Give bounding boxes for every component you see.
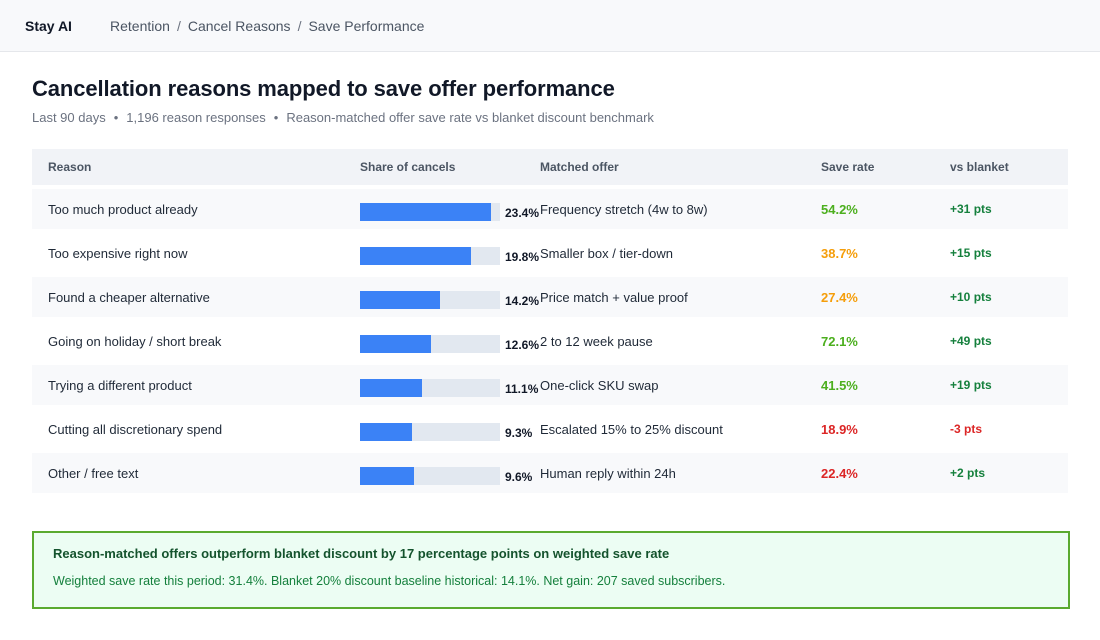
share-cell: 9.3% <box>360 417 540 441</box>
offer-cell: Frequency stretch (4w to 8w) <box>540 201 708 217</box>
table-row[interactable]: Too expensive right now 19.8% Smaller box … <box>32 233 1068 273</box>
share-bar-track <box>360 379 500 397</box>
share-bar-track <box>360 247 500 265</box>
offer-cell: Human reply within 24h <box>540 465 676 481</box>
callout-title: Reason-matched offers outperform blanket… <box>53 546 670 561</box>
vs-blanket-cell: -3 pts <box>950 422 983 436</box>
table-row[interactable]: Other / free text 9.6% Human reply within … <box>32 453 1068 493</box>
share-cell: 12.6% <box>360 329 540 353</box>
breadcrumb-item-retention[interactable]: Retention <box>110 17 170 34</box>
breadcrumb-separator: / <box>297 17 302 34</box>
share-cell: 11.1% <box>360 373 540 397</box>
table-row[interactable]: Trying a different product 11.1% One-click… <box>32 365 1068 405</box>
column-header-save-rate[interactable]: Save rate <box>821 160 875 174</box>
table-row[interactable]: Going on holiday / short break 12.6% 2 to … <box>32 321 1068 361</box>
offer-cell: Smaller box / tier-down <box>540 245 673 261</box>
reason-cell: Too expensive right now <box>48 245 188 261</box>
table-header: Reason Share of cancels Matched offer Sa… <box>32 149 1068 185</box>
subtitle-period: Last 90 days <box>32 110 106 125</box>
save-rate-cell: 72.1% <box>821 333 858 349</box>
offer-cell: 2 to 12 week pause <box>540 333 653 349</box>
share-value: 19.8% <box>505 249 540 264</box>
share-bar-track <box>360 203 500 221</box>
save-rate-cell: 18.9% <box>821 421 858 437</box>
offer-cell: Escalated 15% to 25% discount <box>540 421 723 437</box>
share-bar-fill <box>360 467 414 485</box>
table-row[interactable]: Found a cheaper alternative 14.2% Price ma… <box>32 277 1068 317</box>
reason-cell: Going on holiday / short break <box>48 333 222 349</box>
page-title: Cancellation reasons mapped to save offe… <box>32 76 615 101</box>
share-bar-fill <box>360 203 492 221</box>
save-rate-cell: 38.7% <box>821 245 858 261</box>
column-header-share[interactable]: Share of cancels <box>360 160 456 174</box>
vs-blanket-cell: +15 pts <box>950 246 992 260</box>
subtitle-responses: 1,196 reason responses <box>126 110 266 125</box>
breadcrumb-item-save-performance: Save Performance <box>308 17 425 34</box>
share-cell: 23.4% <box>360 197 540 221</box>
share-bar-track <box>360 467 500 485</box>
vs-blanket-cell: +19 pts <box>950 378 992 392</box>
save-rate-cell: 41.5% <box>821 377 858 393</box>
share-value: 23.4% <box>505 205 540 220</box>
reason-cell: Other / free text <box>48 465 139 481</box>
table-row[interactable]: Too much product already 23.4% Frequency s… <box>32 189 1068 229</box>
table-row[interactable]: Cutting all discretionary spend 9.3% Escal… <box>32 409 1068 449</box>
reason-cell: Trying a different product <box>48 377 192 393</box>
subtitle-dot: • <box>273 110 279 125</box>
vs-blanket-cell: +49 pts <box>950 334 992 348</box>
share-cell: 9.6% <box>360 461 540 485</box>
save-rate-cell: 27.4% <box>821 289 858 305</box>
share-value: 9.6% <box>505 469 533 484</box>
share-value: 12.6% <box>505 337 540 352</box>
share-bar-fill <box>360 247 471 265</box>
column-header-offer[interactable]: Matched offer <box>540 160 619 174</box>
share-bar-fill <box>360 379 423 397</box>
subtitle-benchmark: Reason-matched offer save rate vs blanke… <box>286 110 654 125</box>
column-header-vs-blanket[interactable]: vs blanket <box>950 160 1009 174</box>
share-value: 14.2% <box>505 293 540 308</box>
breadcrumb-item-cancel-reasons[interactable]: Cancel Reasons <box>187 17 291 34</box>
share-bar-track <box>360 291 500 309</box>
share-bar-fill <box>360 423 413 441</box>
vs-blanket-cell: +10 pts <box>950 290 992 304</box>
subtitle-dot: • <box>113 110 119 125</box>
callout-body: Weighted save rate this period: 31.4%. B… <box>53 574 726 588</box>
reason-cell: Too much product already <box>48 201 198 217</box>
share-cell: 19.8% <box>360 241 540 265</box>
summary-callout: Reason-matched offers outperform blanket… <box>32 531 1070 609</box>
breadcrumb: Retention / Cancel Reasons / Save Perfor… <box>110 18 424 34</box>
share-bar-fill <box>360 291 440 309</box>
offer-cell: Price match + value proof <box>540 289 688 305</box>
vs-blanket-cell: +2 pts <box>950 466 986 480</box>
table-body: Too much product already 23.4% Frequency s… <box>32 189 1068 493</box>
reason-cell: Cutting all discretionary spend <box>48 421 223 437</box>
offer-cell: One-click SKU swap <box>540 377 659 393</box>
save-rate-cell: 54.2% <box>821 201 858 217</box>
top-bar: Stay AI Retention / Cancel Reasons / Sav… <box>0 0 1100 52</box>
vs-blanket-cell: +31 pts <box>950 202 992 216</box>
save-rate-cell: 22.4% <box>821 465 858 481</box>
save-performance-table: Reason Share of cancels Matched offer Sa… <box>32 149 1068 493</box>
share-bar-track <box>360 423 500 441</box>
share-bar-track <box>360 335 500 353</box>
main-content: Cancellation reasons mapped to save offe… <box>0 76 1100 609</box>
column-header-reason[interactable]: Reason <box>48 160 92 174</box>
share-value: 11.1% <box>505 381 539 396</box>
page-subtitle: Last 90 days • 1,196 reason responses • … <box>32 110 1068 125</box>
breadcrumb-separator: / <box>176 17 181 34</box>
share-value: 9.3% <box>505 425 533 440</box>
share-bar-fill <box>360 335 431 353</box>
share-cell: 14.2% <box>360 285 540 309</box>
brand-name[interactable]: Stay AI <box>25 17 72 34</box>
reason-cell: Found a cheaper alternative <box>48 289 210 305</box>
